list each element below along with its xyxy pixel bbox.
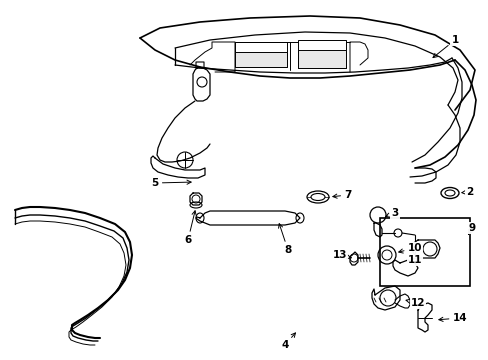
Bar bbox=[235, 52, 286, 67]
Text: 4: 4 bbox=[281, 333, 295, 350]
Text: 8: 8 bbox=[278, 224, 291, 255]
Bar bbox=[235, 42, 286, 67]
Text: 2: 2 bbox=[461, 187, 473, 197]
Text: 1: 1 bbox=[432, 35, 458, 58]
Bar bbox=[297, 50, 346, 68]
Text: 3: 3 bbox=[385, 208, 398, 218]
Ellipse shape bbox=[444, 190, 454, 196]
Text: 9: 9 bbox=[468, 223, 475, 234]
Ellipse shape bbox=[310, 194, 325, 201]
Text: 14: 14 bbox=[438, 313, 467, 323]
Text: 5: 5 bbox=[151, 178, 191, 188]
Text: 12: 12 bbox=[405, 298, 425, 308]
Bar bbox=[297, 40, 346, 68]
Bar bbox=[379, 218, 469, 286]
Text: 13: 13 bbox=[332, 250, 350, 260]
Text: 11: 11 bbox=[407, 255, 421, 265]
Text: 10: 10 bbox=[398, 243, 421, 253]
Text: 6: 6 bbox=[184, 211, 196, 245]
Text: 7: 7 bbox=[332, 190, 351, 200]
